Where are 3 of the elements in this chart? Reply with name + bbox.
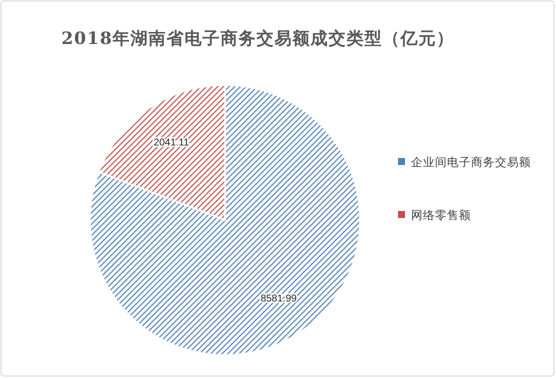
chart-title: 2018年湖南省电子商务交易额成交类型（亿元）: [61, 29, 455, 49]
legend-label: 企业间电子商务交易额: [411, 155, 531, 170]
legend-label: 网络零售额: [411, 208, 471, 222]
